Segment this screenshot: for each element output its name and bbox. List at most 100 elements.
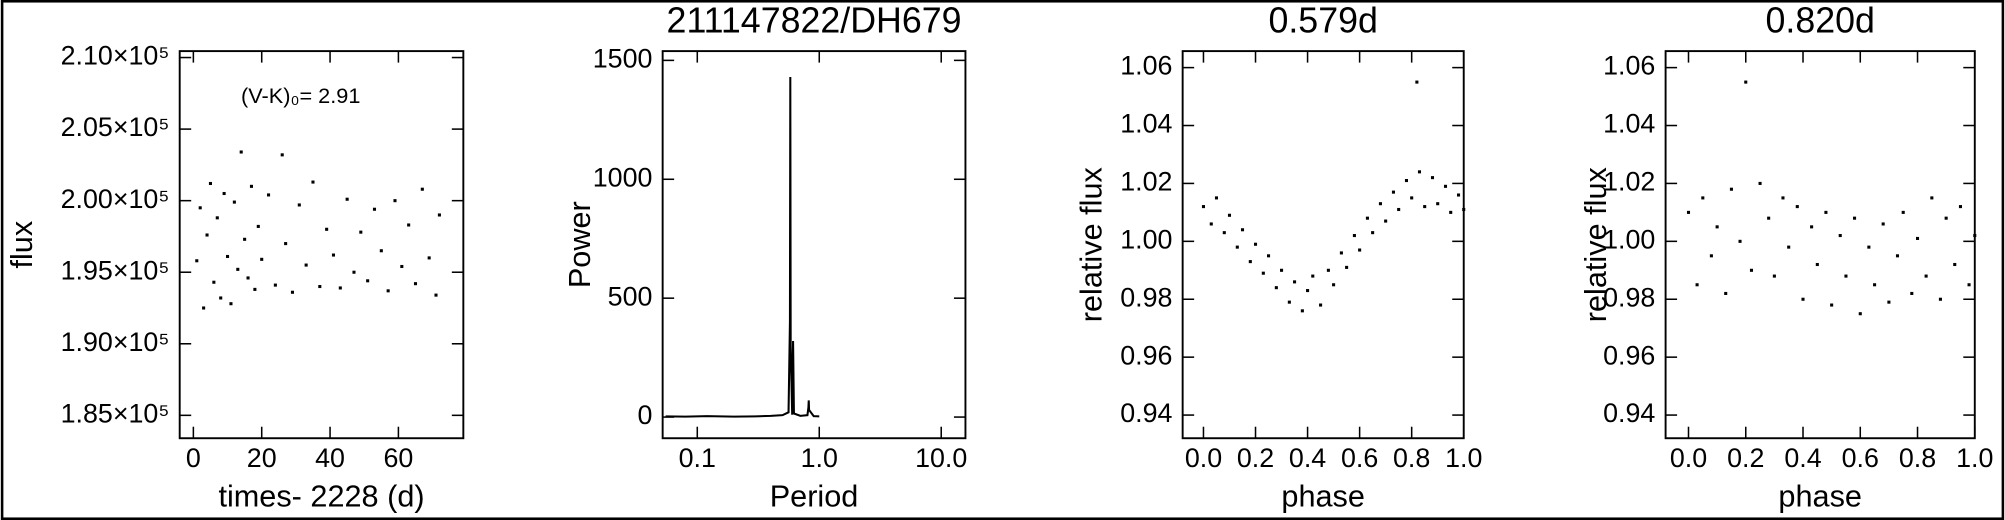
y-axis-label: Power bbox=[563, 201, 597, 288]
point bbox=[1738, 239, 1742, 243]
point bbox=[420, 187, 424, 191]
point bbox=[311, 180, 315, 184]
point bbox=[195, 259, 199, 263]
annotation: (V-K)₀= 2.91 bbox=[241, 83, 360, 108]
point bbox=[260, 257, 264, 261]
point bbox=[1701, 196, 1705, 200]
point bbox=[1326, 268, 1330, 272]
point bbox=[215, 216, 219, 220]
point bbox=[1801, 297, 1805, 301]
point bbox=[1967, 283, 1971, 287]
plot-box bbox=[1664, 50, 1976, 440]
point bbox=[226, 254, 230, 259]
point bbox=[1953, 262, 1957, 267]
y-axis-label: flux bbox=[5, 221, 39, 269]
point bbox=[1895, 254, 1900, 258]
point bbox=[386, 289, 390, 293]
y-tick-label: 1.04 bbox=[1120, 109, 1172, 139]
point bbox=[212, 280, 216, 284]
point bbox=[229, 302, 233, 306]
point bbox=[1758, 181, 1762, 185]
point bbox=[393, 199, 397, 203]
y-tick-label: 1.06 bbox=[1603, 51, 1655, 81]
x-tick-label: 40 bbox=[315, 443, 345, 473]
point bbox=[1423, 205, 1427, 209]
y-tick-label: 0.98 bbox=[1120, 282, 1172, 312]
point bbox=[1293, 280, 1297, 284]
point bbox=[1853, 216, 1857, 220]
y-axis-label: relative flux bbox=[1074, 167, 1108, 322]
point bbox=[1958, 205, 1963, 209]
y-tick-label: 1.95×10⁵ bbox=[61, 255, 170, 285]
point bbox=[273, 283, 277, 287]
x-tick-label: 0.6 bbox=[1842, 443, 1879, 473]
y-tick-label: 1.02 bbox=[1120, 167, 1172, 197]
point bbox=[1287, 300, 1291, 304]
point bbox=[1695, 283, 1699, 287]
y-tick-label: 0 bbox=[638, 400, 653, 430]
point bbox=[1715, 225, 1719, 229]
y-tick-label: 500 bbox=[608, 281, 653, 311]
point bbox=[222, 191, 226, 196]
y-tick-label: 1.02 bbox=[1603, 167, 1655, 197]
point bbox=[1938, 297, 1942, 301]
point bbox=[1910, 291, 1914, 295]
y-tick-label: 1.90×10⁵ bbox=[61, 327, 170, 357]
point bbox=[413, 282, 418, 286]
point bbox=[1253, 242, 1258, 246]
y-tick-label: 0.96 bbox=[1603, 340, 1655, 370]
point bbox=[1772, 274, 1776, 278]
point bbox=[1795, 205, 1799, 209]
point bbox=[1810, 225, 1814, 229]
point bbox=[1214, 196, 1219, 200]
point bbox=[1261, 271, 1265, 275]
point bbox=[1378, 202, 1382, 206]
point bbox=[434, 293, 438, 297]
point bbox=[1973, 234, 1977, 238]
point bbox=[1274, 286, 1278, 290]
point bbox=[345, 197, 349, 201]
y-tick-label: 1.04 bbox=[1603, 109, 1655, 139]
x-axis-label: times- 2228 (d) bbox=[218, 479, 424, 513]
point bbox=[1391, 190, 1395, 194]
point bbox=[352, 270, 356, 274]
x-tick-label: 0.1 bbox=[679, 443, 716, 473]
point bbox=[1410, 196, 1414, 200]
point bbox=[208, 181, 212, 186]
x-tick-label: 1.0 bbox=[801, 443, 838, 473]
point bbox=[1449, 210, 1453, 214]
x-tick-label: 20 bbox=[247, 443, 277, 473]
point bbox=[1887, 300, 1891, 304]
x-tick-label: 10.0 bbox=[915, 443, 967, 473]
point bbox=[1352, 234, 1356, 238]
point bbox=[1709, 254, 1713, 258]
point bbox=[1767, 216, 1771, 220]
point bbox=[1332, 283, 1336, 287]
point bbox=[232, 200, 236, 204]
x-tick-label: 0.0 bbox=[1185, 443, 1222, 473]
point bbox=[1358, 248, 1362, 252]
point bbox=[1417, 170, 1422, 174]
point bbox=[1858, 312, 1862, 316]
panel-title: 211147822/DH679 bbox=[667, 0, 962, 40]
point bbox=[1744, 80, 1748, 84]
x-tick-label: 0.2 bbox=[1237, 443, 1274, 473]
point bbox=[407, 223, 411, 227]
y-tick-label: 0.94 bbox=[1603, 398, 1655, 428]
point bbox=[1300, 309, 1304, 313]
point bbox=[359, 230, 363, 234]
point bbox=[1724, 291, 1728, 295]
y-tick-label: 2.00×10⁵ bbox=[61, 184, 170, 214]
point bbox=[1397, 207, 1401, 212]
y-tick-label: 0.96 bbox=[1120, 340, 1172, 370]
point bbox=[1824, 210, 1828, 214]
point bbox=[1462, 207, 1466, 212]
point bbox=[331, 253, 336, 257]
plot-box bbox=[1181, 50, 1465, 440]
point bbox=[1830, 303, 1834, 307]
point bbox=[1365, 216, 1369, 220]
point bbox=[338, 286, 342, 290]
point bbox=[1306, 289, 1310, 293]
